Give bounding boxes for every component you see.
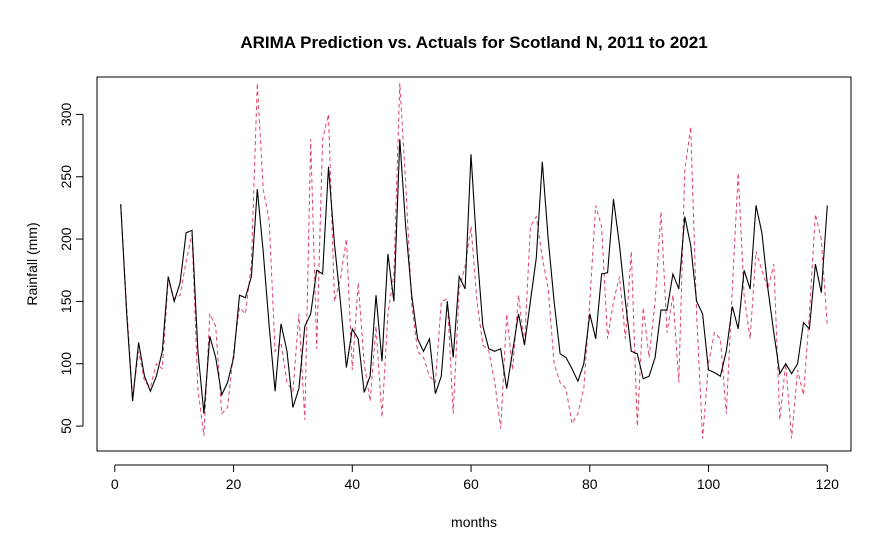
x-tick-label: 100 (697, 476, 721, 492)
x-axis: 0 20 40 60 80 100 120 (111, 464, 840, 492)
actuals-series-line (120, 139, 828, 414)
y-tick-label: 100 (58, 352, 74, 376)
y-tick-label: 50 (58, 418, 74, 434)
plot-frame (96, 76, 852, 452)
y-tick-label: 250 (58, 165, 74, 189)
y-tick-label: 200 (58, 227, 74, 251)
plot-area (120, 83, 828, 439)
x-tick-label: 120 (816, 476, 840, 492)
y-tick-label: 150 (58, 290, 74, 314)
x-tick-label: 20 (226, 476, 242, 492)
x-tick-label: 40 (345, 476, 361, 492)
y-tick-label: 300 (58, 103, 74, 127)
y-axis: 50 100 150 200 250 300 (58, 103, 84, 434)
x-axis-label: months (451, 514, 497, 530)
chart-title: ARIMA Prediction vs. Actuals for Scotlan… (240, 33, 707, 52)
x-tick-label: 80 (582, 476, 598, 492)
prediction-series-line (120, 83, 828, 439)
x-tick-label: 60 (463, 476, 479, 492)
y-axis-label: Rainfall (mm) (24, 222, 40, 305)
x-tick-label: 0 (111, 476, 119, 492)
